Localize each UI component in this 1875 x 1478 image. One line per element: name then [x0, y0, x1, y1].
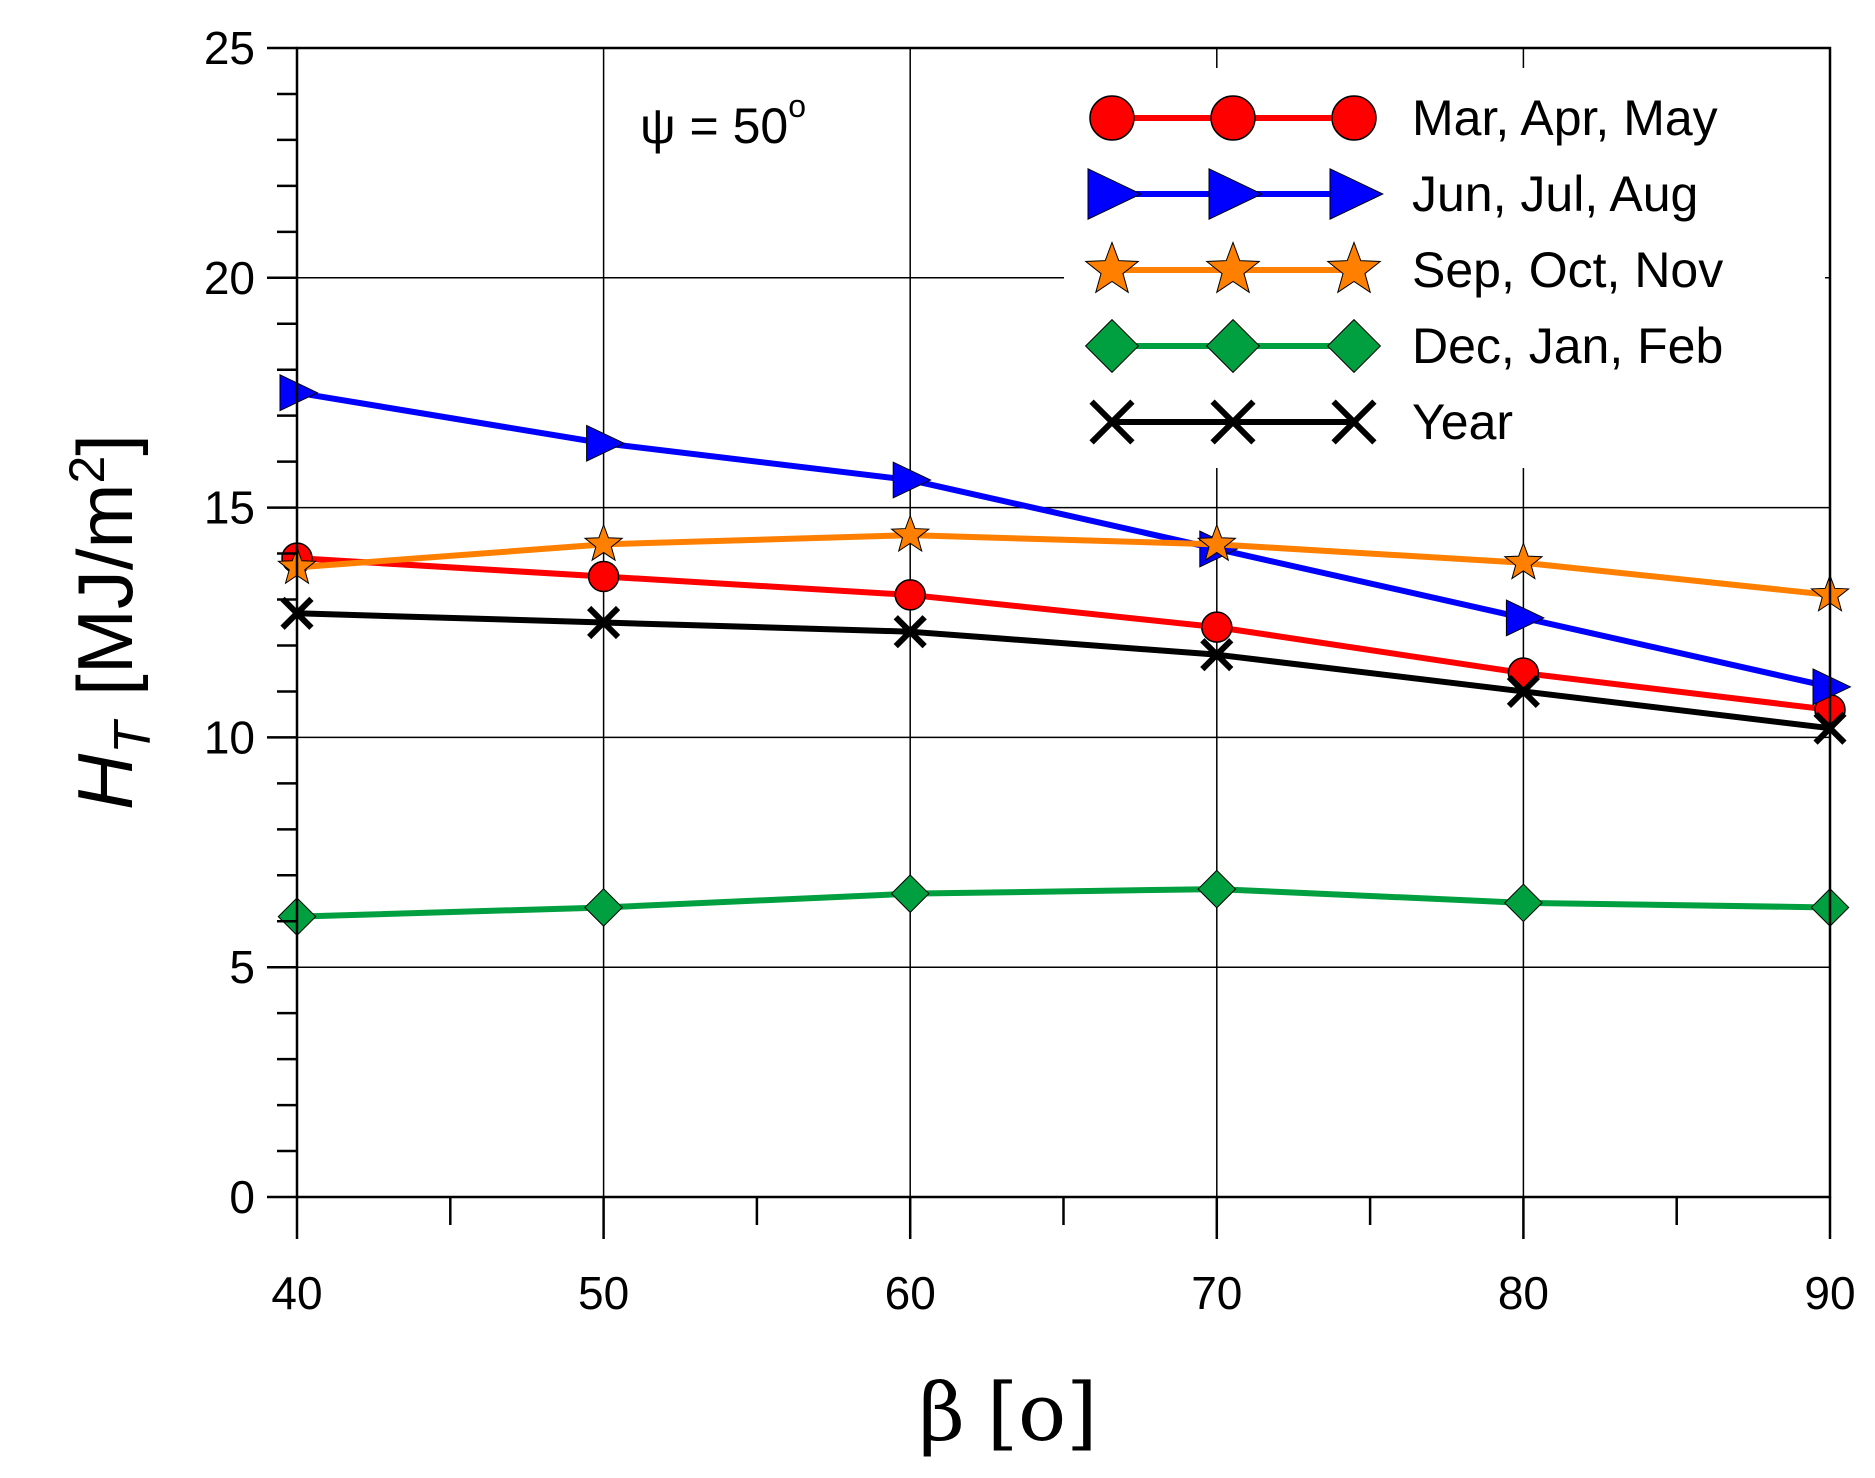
y-axis-unit-close: ] — [61, 434, 149, 456]
legend-label: Jun, Jul, Aug — [1412, 166, 1698, 222]
data-point — [1201, 611, 1233, 643]
data-point — [893, 615, 927, 649]
series-2 — [277, 514, 1850, 612]
legend-marker — [1210, 399, 1256, 445]
x-marker-stroke — [587, 605, 621, 640]
x-marker-stroke — [1089, 399, 1135, 445]
x-axis-title: β [o] — [919, 1366, 1098, 1459]
x-marker-stroke — [1210, 399, 1256, 445]
legend-marker — [1087, 168, 1142, 220]
legend-marker — [1208, 168, 1263, 220]
x-tick-label: 40 — [271, 1267, 322, 1319]
data-point — [1503, 883, 1543, 923]
legend-label: Year — [1412, 394, 1513, 450]
data-point — [1200, 638, 1234, 672]
x-tick-label: 90 — [1804, 1267, 1855, 1319]
x-tick-label: 80 — [1498, 1267, 1549, 1319]
legend-marker — [1210, 95, 1256, 141]
legend-marker — [1326, 318, 1382, 374]
x-tick-label: 70 — [1191, 1267, 1242, 1319]
data-point — [1506, 674, 1540, 709]
legend-entry: Mar, Apr, May — [1089, 90, 1718, 146]
data-point — [890, 874, 930, 914]
data-point — [1812, 668, 1852, 706]
ticks: 0 5 10 15 20 25 40 50 60 70 80 90 — [204, 22, 1856, 1319]
series-4 — [280, 596, 1847, 745]
legend-marker — [1205, 240, 1261, 294]
data-point — [1503, 541, 1544, 580]
data-point — [890, 514, 931, 553]
series-line — [296, 555, 1831, 713]
series-line — [296, 886, 1831, 920]
data-point — [584, 888, 624, 927]
legend-entry: Year — [1089, 394, 1513, 450]
legend-marker — [1089, 95, 1135, 141]
y-tick-label: 15 — [204, 482, 255, 534]
series-3 — [277, 869, 1850, 937]
legend-marker — [1084, 240, 1140, 294]
y-tick-label: 25 — [204, 22, 255, 74]
legend-entry: Dec, Jan, Feb — [1084, 318, 1723, 374]
data-point — [1505, 599, 1545, 637]
data-point — [587, 605, 621, 640]
legend-label: Sep, Oct, Nov — [1412, 242, 1723, 298]
y-axis-subscript: T — [104, 719, 162, 754]
x-marker-stroke — [1200, 638, 1234, 672]
data-point — [279, 374, 319, 412]
legend-entry: Jun, Jul, Aug — [1087, 166, 1698, 222]
x-tick-label: 50 — [578, 1267, 629, 1319]
data-point — [1197, 869, 1237, 909]
x-marker-stroke — [893, 615, 927, 649]
y-tick-label: 0 — [229, 1171, 255, 1223]
legend-marker — [1326, 240, 1382, 294]
data-point — [1196, 523, 1237, 562]
x-marker-stroke — [1506, 674, 1540, 709]
legend-marker — [1329, 168, 1384, 220]
y-tick-label: 5 — [229, 941, 255, 993]
x-axis-symbol: β — [919, 1366, 965, 1459]
data-point — [894, 579, 926, 611]
data-point — [583, 523, 624, 562]
x-axis-unit: [o] — [987, 1366, 1098, 1459]
legend-marker — [1084, 318, 1140, 374]
legend: Mar, Apr, May Jun, Jul, Aug Sep, Oct, Nov D… — [1064, 68, 1825, 468]
legend-entry: Sep, Oct, Nov — [1084, 240, 1723, 298]
annotation-main: ψ = 50 — [640, 98, 788, 154]
y-axis-title: HT [MJ/m2] — [59, 434, 162, 810]
legend-marker — [1205, 318, 1261, 374]
x-marker-stroke — [1331, 399, 1377, 445]
legend-marker — [1331, 95, 1377, 141]
annotation-superscript: o — [788, 88, 806, 124]
annotation: ψ = 50o — [640, 88, 806, 154]
y-tick-label: 20 — [204, 252, 255, 304]
data-point — [892, 461, 932, 499]
x-tick-label: 60 — [885, 1267, 936, 1319]
data-point — [586, 424, 626, 462]
legend-label: Mar, Apr, May — [1412, 90, 1718, 146]
y-axis-unit: [MJ/m — [61, 484, 149, 696]
legend-marker — [1089, 399, 1135, 445]
series-layer — [277, 374, 1852, 937]
legend-marker — [1331, 399, 1377, 445]
series-line — [296, 532, 1831, 598]
y-axis-symbol: H — [61, 753, 149, 810]
y-axis-unit-superscript: 2 — [59, 456, 115, 484]
data-point — [587, 560, 620, 593]
y-tick-label: 10 — [204, 711, 255, 763]
series-line — [296, 389, 1831, 690]
series-line — [296, 610, 1831, 732]
legend-label: Dec, Jan, Feb — [1412, 318, 1723, 374]
